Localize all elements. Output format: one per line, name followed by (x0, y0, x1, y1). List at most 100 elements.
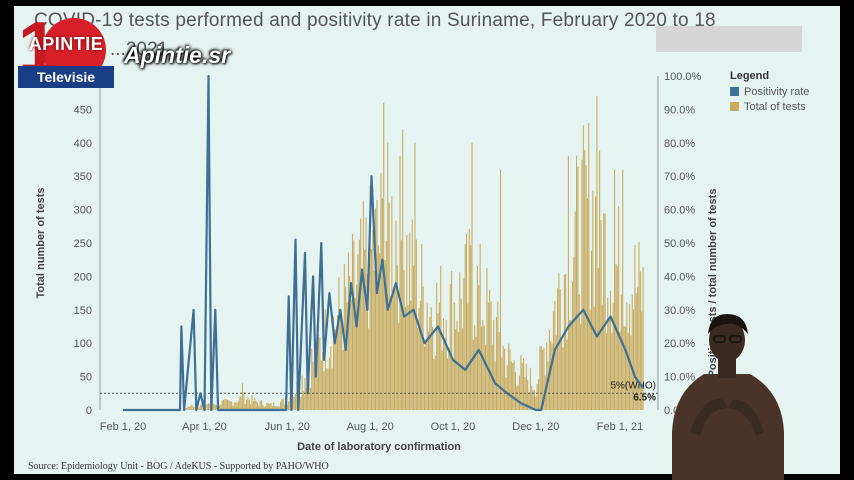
bar-tests (385, 240, 387, 410)
bar-tests (408, 232, 411, 410)
bar-tests (635, 292, 637, 410)
bar-tests (269, 403, 271, 410)
bar-tests (237, 400, 239, 410)
legend: Legend Positivity rate Total of tests (730, 70, 809, 114)
bar-tests (398, 322, 400, 410)
bar-tests (441, 350, 443, 410)
bar-tests (614, 169, 616, 410)
bar-tests (229, 401, 231, 410)
bar-tests (459, 272, 461, 410)
bar-tests (296, 381, 298, 410)
bar-tests (506, 365, 508, 410)
bar-tests (423, 346, 426, 410)
bar-tests (527, 379, 529, 410)
bar-tests (224, 399, 226, 410)
bar-tests (383, 102, 385, 410)
bar-tests (330, 346, 332, 410)
bar-tests (528, 392, 530, 410)
bar-tests (225, 399, 227, 410)
x-tick-label: Jun 1, 20 (265, 421, 310, 433)
bar-tests (292, 395, 294, 410)
bar-tests (368, 328, 370, 410)
bar-tests (551, 343, 553, 410)
y-tick-label: 50 (80, 372, 92, 384)
bar-tests (504, 348, 506, 410)
bar-tests (624, 326, 626, 410)
y-tick-label: 450 (74, 104, 92, 116)
bar-tests (588, 123, 590, 410)
redacted-box (656, 26, 802, 52)
bar-tests (499, 169, 502, 410)
sign-language-interpreter (672, 314, 784, 480)
bar-tests (631, 294, 633, 410)
bar-tests (508, 343, 510, 410)
site-watermark: Apintie.sr (124, 42, 231, 68)
bar-tests (377, 245, 379, 410)
bar-tests (266, 402, 268, 410)
bar-tests (457, 331, 459, 410)
bar-tests (303, 391, 305, 410)
x-tick-label: Aug 1, 20 (347, 421, 394, 433)
chart-frame: COVID-19 tests performed and positivity … (14, 6, 840, 474)
bar-tests (421, 243, 423, 410)
bar-tests (273, 402, 275, 410)
bar-tests (556, 288, 559, 410)
bar-tests (247, 397, 249, 410)
bar-tests (380, 173, 382, 410)
bar-tests (619, 331, 621, 410)
y2-tick-label: 50.0% (664, 238, 695, 250)
bar-tests (539, 346, 541, 410)
y2-tick-label: 30.0% (664, 305, 695, 317)
legend-swatch-tests (730, 102, 739, 111)
bar-tests (288, 401, 290, 410)
bar-tests (642, 266, 644, 410)
positivity-line (123, 74, 645, 412)
bar-tests (251, 395, 253, 410)
bar-tests (384, 260, 386, 410)
bar-tests (517, 384, 519, 410)
bar-tests (286, 404, 288, 410)
bar-tests (639, 271, 641, 410)
bar-tests (490, 301, 492, 410)
bar-tests (415, 239, 417, 410)
bar-tests (381, 198, 383, 410)
bar-tests (603, 213, 605, 410)
bar-tests (191, 405, 193, 410)
bar-tests (620, 294, 622, 410)
bar-tests (442, 318, 445, 410)
bar-tests (471, 142, 473, 411)
bar-tests (258, 405, 260, 410)
y-tick-label: 300 (74, 205, 92, 217)
bar-tests (410, 300, 412, 410)
bar-tests (630, 335, 632, 410)
bar-tests (566, 339, 568, 410)
bar-tests (365, 217, 367, 410)
who-reference-label: 5%(WHO) (610, 380, 656, 391)
y-tick-label: 150 (74, 305, 92, 317)
bar-tests (184, 408, 187, 410)
bar-tests (514, 372, 516, 410)
x-tick-label: Oct 1, 20 (431, 421, 476, 433)
bar-tests (512, 363, 514, 410)
source-note: Source: Epidemiology Unit - BOG / AdeKUS… (28, 461, 329, 472)
y-tick-label: 400 (74, 138, 92, 150)
bar-tests (595, 196, 597, 410)
bar-tests (328, 357, 330, 410)
bar-tests (578, 294, 580, 410)
bar-tests (611, 332, 613, 410)
bar-tests (438, 302, 440, 410)
bar-tests (495, 317, 497, 410)
bar-tests (354, 297, 356, 410)
bar-tests (337, 315, 339, 410)
bar-tests (256, 402, 258, 410)
bar-tests (445, 320, 447, 410)
bar-tests (188, 406, 191, 410)
bar-tests (455, 329, 457, 410)
chart-title: COVID-19 tests performed and positivity … (34, 10, 716, 31)
bar-tests (532, 389, 534, 410)
bar-tests (259, 400, 261, 410)
bar-tests (475, 336, 477, 410)
bar-tests (376, 200, 378, 410)
y-tick-label: 250 (74, 238, 92, 250)
bar-tests (216, 404, 218, 410)
